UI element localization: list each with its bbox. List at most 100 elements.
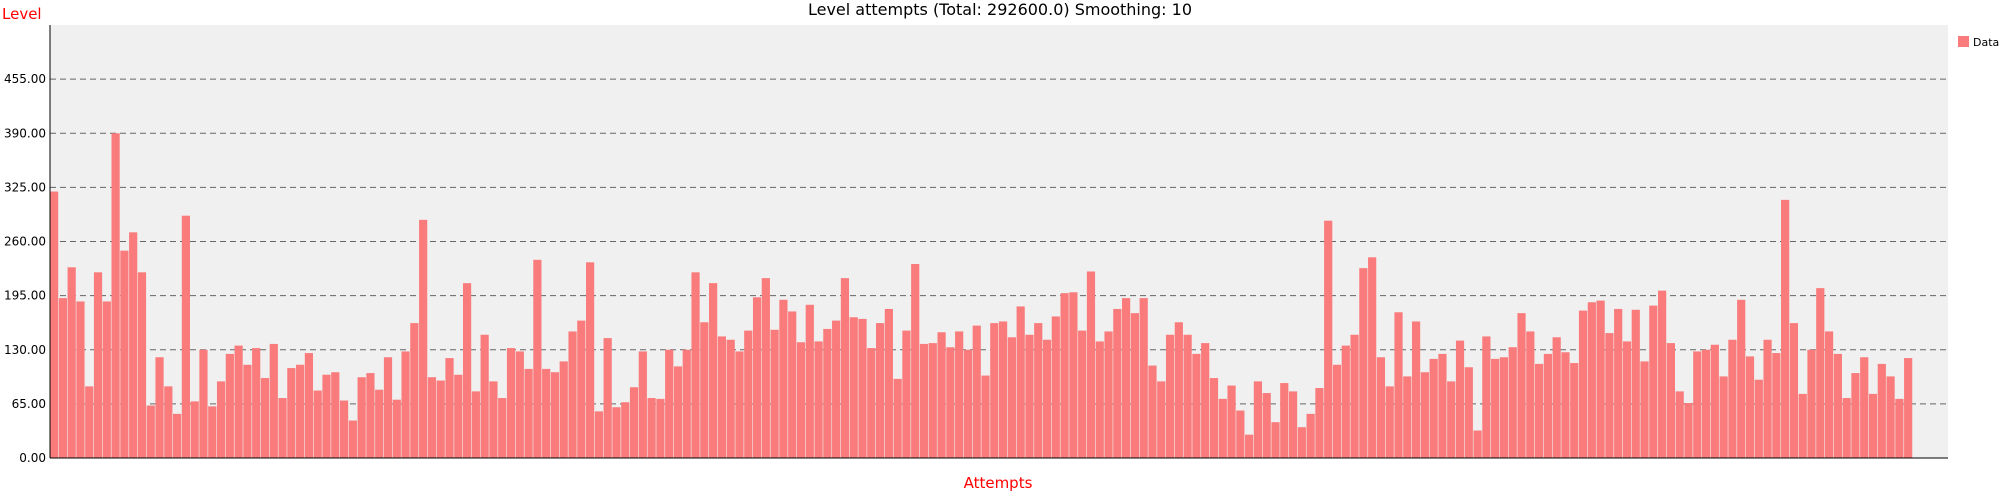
bar	[603, 338, 612, 458]
bar	[1570, 363, 1579, 458]
bar	[858, 318, 867, 458]
y-tick-label: 0.00	[19, 451, 46, 465]
y-tick-label: 65.00	[12, 397, 46, 411]
bar	[1631, 309, 1640, 458]
bar	[788, 311, 797, 458]
bar	[1086, 271, 1096, 458]
bar	[1271, 422, 1280, 458]
bar	[1104, 331, 1113, 458]
bar	[1798, 393, 1807, 458]
x-axis-label: Attempts	[964, 474, 1033, 492]
bar	[50, 191, 59, 459]
bar	[339, 400, 349, 458]
bar	[963, 349, 973, 458]
bar	[287, 368, 296, 458]
bar	[700, 322, 709, 458]
bar	[568, 331, 577, 458]
bar	[796, 342, 806, 458]
bar	[752, 297, 762, 458]
bar	[1069, 292, 1078, 458]
bar	[761, 278, 770, 458]
bar	[278, 398, 287, 458]
bar	[1165, 334, 1175, 458]
bar	[1157, 381, 1166, 458]
bar	[1833, 353, 1842, 458]
y-axis-label: Level	[2, 5, 42, 23]
bar	[1904, 358, 1913, 458]
bar	[550, 372, 560, 458]
bar	[1306, 413, 1315, 458]
bar	[1728, 339, 1737, 458]
bar	[1183, 334, 1192, 458]
bar	[1139, 298, 1148, 458]
bar	[1447, 381, 1456, 458]
bar	[1552, 337, 1561, 458]
bar	[1701, 349, 1711, 458]
bar	[1482, 336, 1491, 458]
bar	[1429, 358, 1438, 458]
bar	[1763, 339, 1772, 458]
bars	[50, 133, 1913, 459]
bar	[1262, 393, 1271, 458]
bar	[348, 420, 357, 458]
bar	[1851, 373, 1860, 458]
bar	[629, 387, 639, 458]
bar	[1693, 351, 1702, 458]
bar	[1324, 220, 1333, 458]
bar	[1385, 386, 1394, 458]
bar	[665, 349, 674, 458]
bar	[1174, 322, 1183, 458]
bar	[1561, 352, 1570, 458]
bar	[1042, 339, 1052, 458]
legend-label: Data	[1973, 36, 1999, 49]
bar	[173, 413, 182, 458]
bar	[840, 278, 850, 458]
bar	[867, 348, 876, 458]
bar	[1614, 308, 1623, 458]
bar	[673, 366, 683, 458]
bar	[1877, 363, 1886, 458]
bar	[260, 378, 270, 458]
bar	[419, 219, 428, 458]
chart-title: Level attempts (Total: 292600.0) Smoothi…	[808, 0, 1192, 19]
bar	[252, 348, 261, 458]
bar	[524, 368, 533, 458]
bar	[313, 390, 322, 458]
bar	[506, 348, 516, 458]
bar	[498, 398, 507, 458]
bar	[269, 343, 278, 458]
bar	[586, 262, 595, 458]
bar	[875, 323, 885, 458]
bar	[234, 345, 243, 458]
bar	[884, 308, 893, 458]
y-tick-label: 390.00	[4, 126, 46, 140]
bar	[1227, 385, 1236, 458]
bar	[1253, 381, 1263, 458]
bar	[515, 351, 524, 458]
bar	[1605, 333, 1614, 458]
bar	[1122, 298, 1131, 458]
bar	[823, 328, 832, 458]
bar	[1394, 312, 1403, 458]
bar	[1192, 353, 1201, 458]
bar	[1007, 337, 1016, 458]
bar	[1438, 353, 1447, 458]
bar	[1332, 364, 1342, 458]
bar	[1543, 353, 1552, 458]
bar	[972, 325, 981, 458]
bar	[647, 398, 656, 458]
bar	[1517, 313, 1526, 458]
bar	[1218, 398, 1227, 458]
bar	[1649, 305, 1658, 458]
bar	[559, 361, 568, 458]
bar	[1359, 268, 1368, 458]
bar	[181, 215, 190, 458]
bar	[93, 272, 103, 458]
bar	[58, 298, 67, 458]
bar	[1245, 434, 1254, 458]
bar	[928, 343, 937, 458]
bar	[1737, 299, 1746, 458]
bar	[199, 349, 208, 458]
bar	[225, 353, 234, 458]
bar	[216, 381, 226, 458]
